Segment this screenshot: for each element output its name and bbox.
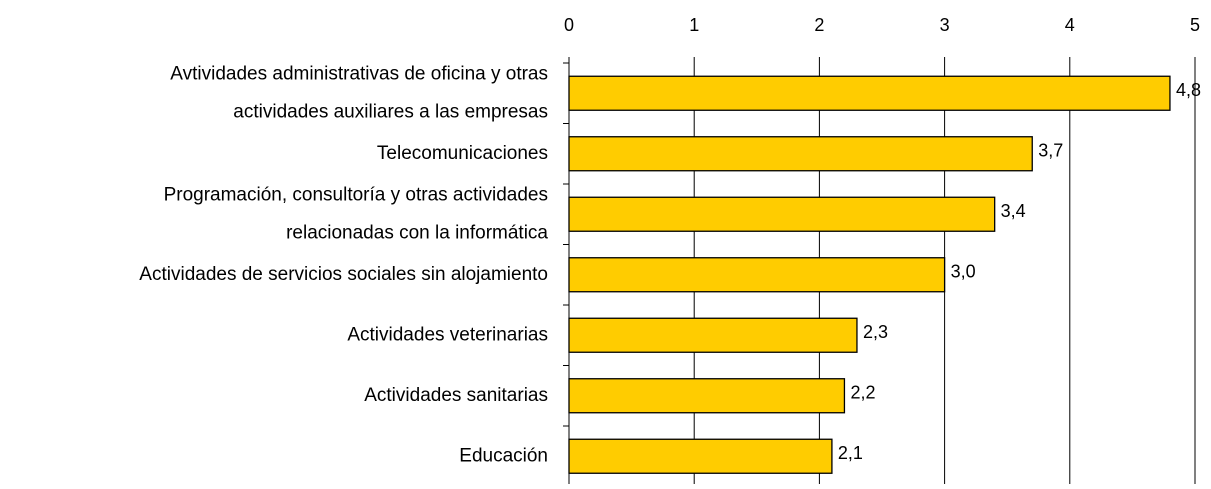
y-tick-label: Programación, consultoría y otras activi… bbox=[164, 184, 548, 205]
bar bbox=[568, 378, 846, 414]
y-tick-label: Educación bbox=[459, 445, 548, 466]
bar bbox=[568, 438, 833, 474]
x-tick-label: 4 bbox=[1065, 15, 1075, 35]
bar bbox=[568, 257, 946, 293]
x-tick-label: 1 bbox=[689, 15, 699, 35]
y-tick-label: relacionadas con la informática bbox=[286, 222, 548, 243]
data-label: 2,2 bbox=[850, 383, 875, 403]
bar bbox=[568, 75, 1171, 111]
x-tick-label: 5 bbox=[1190, 15, 1200, 35]
bar bbox=[568, 136, 1033, 172]
y-tick-label: Actividades sanitarias bbox=[364, 385, 548, 406]
data-label: 2,3 bbox=[863, 322, 888, 342]
y-tick-label: Actividades veterinarias bbox=[347, 324, 548, 345]
data-label: 4,8 bbox=[1176, 80, 1201, 100]
x-tick-label: 3 bbox=[940, 15, 950, 35]
bar bbox=[568, 196, 996, 232]
data-label: 3,0 bbox=[951, 262, 976, 282]
data-label: 2,1 bbox=[838, 443, 863, 463]
data-label: 3,7 bbox=[1038, 141, 1063, 161]
x-tick-label: 2 bbox=[814, 15, 824, 35]
y-tick-label: Actividades de servicios sociales sin al… bbox=[139, 264, 548, 285]
y-tick-label: Telecomunicaciones bbox=[377, 143, 548, 164]
x-tick-label: 0 bbox=[564, 15, 574, 35]
y-tick-label: actividades auxiliares a las empresas bbox=[233, 101, 548, 122]
bar bbox=[568, 317, 858, 353]
data-label: 3,4 bbox=[1001, 201, 1026, 221]
y-tick-label: Avtividades administrativas de oficina y… bbox=[170, 63, 548, 84]
